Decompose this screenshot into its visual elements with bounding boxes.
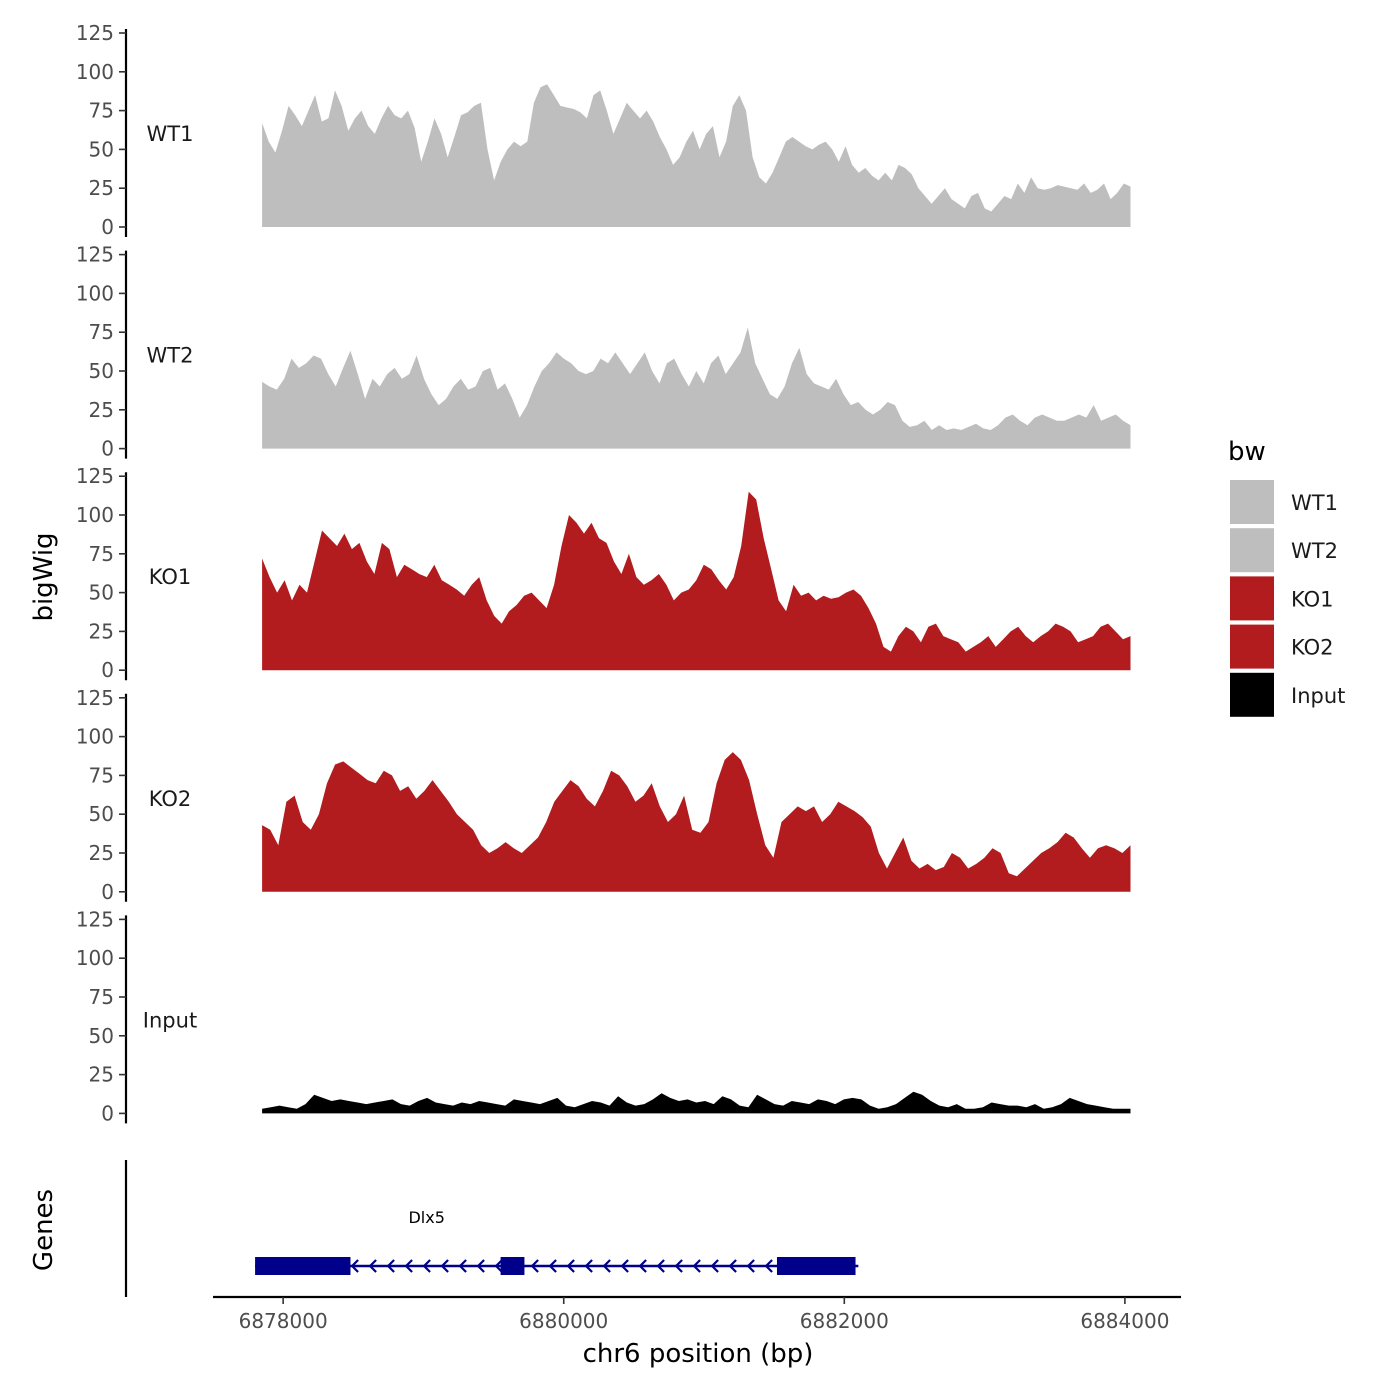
y-tick-label: 125 — [76, 464, 114, 488]
y-tick-label: 100 — [76, 725, 114, 749]
genes-axis-title: Genes — [29, 1189, 59, 1271]
track-label: KO2 — [149, 787, 192, 811]
y-tick-label: 125 — [76, 907, 114, 931]
y-tick-label: 0 — [101, 1101, 114, 1125]
strand-chevron — [530, 1259, 539, 1273]
strand-chevron — [638, 1259, 647, 1273]
y-tick-label: 0 — [101, 437, 114, 461]
y-tick-label: 100 — [76, 503, 114, 527]
y-tick-label: 50 — [89, 359, 114, 383]
legend-swatch-ko2 — [1230, 624, 1274, 669]
strand-chevron — [422, 1259, 431, 1273]
y-tick-label: 100 — [76, 946, 114, 970]
gene-exon — [255, 1257, 351, 1275]
track-label: WT2 — [147, 344, 194, 368]
y-tick-label: 25 — [89, 619, 114, 643]
y-tick-label: 25 — [89, 398, 114, 422]
legend-swatch-input — [1230, 672, 1274, 717]
strand-chevron — [656, 1259, 665, 1273]
strand-chevron — [674, 1259, 683, 1273]
y-tick-label: 25 — [89, 176, 114, 200]
legend-swatch-ko1 — [1230, 576, 1274, 621]
strand-chevron — [728, 1259, 737, 1273]
y-tick-label: 100 — [76, 281, 114, 305]
track-ko1: 0 25 50 75 100 125 KO1 — [76, 464, 1131, 682]
track-wt1: 0 25 50 75 100 125 WT1 — [76, 21, 1131, 239]
legend-label-ko2: KO2 — [1291, 636, 1334, 660]
strand-chevron — [386, 1259, 395, 1273]
track-input: 0 25 50 75 100 125 Input — [76, 907, 1131, 1125]
y-tick-label: 75 — [89, 763, 114, 787]
strand-chevron — [566, 1259, 575, 1273]
y-tick-label: 75 — [89, 542, 114, 566]
y-tick-label: 25 — [89, 841, 114, 865]
area-ko2 — [262, 752, 1131, 892]
y-tick-label: 0 — [101, 215, 114, 239]
strand-chevron — [404, 1259, 413, 1273]
strand-chevron — [602, 1259, 611, 1273]
signal-tracks: 0 25 50 75 100 125 WT1 0 25 50 75 100 125 WT2 0 25 50 75 1… — [76, 21, 1131, 1125]
legend-label-input: Input — [1291, 684, 1345, 708]
y-tick-label: 50 — [89, 137, 114, 161]
y-tick-label: 0 — [101, 658, 114, 682]
x-axis: 6878000 6880000 6882000 6884000 — [213, 1295, 1181, 1333]
y-tick-label: 125 — [76, 243, 114, 267]
area-input — [262, 1091, 1131, 1114]
x-tick-label: 6882000 — [800, 1309, 889, 1333]
track-label: WT1 — [147, 122, 194, 146]
y-tick-label: 75 — [89, 320, 114, 344]
strand-chevron — [548, 1259, 557, 1273]
y-tick-label: 125 — [76, 21, 114, 45]
track-ko2: 0 25 50 75 100 125 KO2 — [76, 686, 1131, 904]
strand-chevron — [710, 1259, 719, 1273]
legend-label-wt1: WT1 — [1291, 491, 1338, 515]
y-tick-label: 50 — [89, 802, 114, 826]
strand-chevron — [350, 1259, 359, 1273]
track-wt2: 0 25 50 75 100 125 WT2 — [76, 243, 1131, 461]
y-tick-label: 100 — [76, 60, 114, 84]
strand-chevron — [584, 1259, 593, 1273]
y-tick-label: 50 — [89, 581, 114, 605]
y-tick-label: 50 — [89, 1024, 114, 1048]
x-axis-title: chr6 position (bp) — [583, 1339, 814, 1369]
gene-label: Dlx5 — [408, 1208, 444, 1227]
y-tick-label: 125 — [76, 686, 114, 710]
genes-track: Dlx5 — [124, 1160, 859, 1297]
track-label: KO1 — [149, 565, 192, 589]
legend: WT1 WT2 KO1 KO2 Input — [1230, 480, 1345, 717]
y-tick-label: 75 — [89, 99, 114, 123]
strand-chevron — [764, 1259, 773, 1273]
strand-chevron — [494, 1259, 503, 1273]
strand-chevron — [458, 1259, 467, 1273]
strand-chevron — [440, 1259, 449, 1273]
strand-chevron — [692, 1259, 701, 1273]
y-tick-label: 0 — [101, 880, 114, 904]
area-wt1 — [262, 84, 1131, 227]
strand-chevron — [620, 1259, 629, 1273]
x-tick-label: 6884000 — [1080, 1309, 1169, 1333]
track-label: Input — [143, 1008, 197, 1032]
legend-label-ko1: KO1 — [1291, 587, 1334, 611]
legend-swatch-wt2 — [1230, 528, 1274, 573]
strand-chevron — [476, 1259, 485, 1273]
gene-exon — [500, 1257, 525, 1275]
area-wt2 — [262, 327, 1131, 449]
area-ko1 — [262, 491, 1131, 671]
x-tick-label: 6878000 — [239, 1309, 328, 1333]
y-tick-label: 75 — [89, 985, 114, 1009]
strand-chevron — [746, 1259, 755, 1273]
x-tick-label: 6880000 — [519, 1309, 608, 1333]
strand-chevron — [368, 1259, 377, 1273]
y-axis-title: bigWig — [29, 532, 59, 621]
legend-label-wt2: WT2 — [1291, 539, 1338, 563]
y-tick-label: 25 — [89, 1063, 114, 1087]
legend-title: bw — [1228, 437, 1266, 467]
gene-exon — [776, 1257, 856, 1275]
legend-swatch-wt1 — [1230, 480, 1274, 524]
